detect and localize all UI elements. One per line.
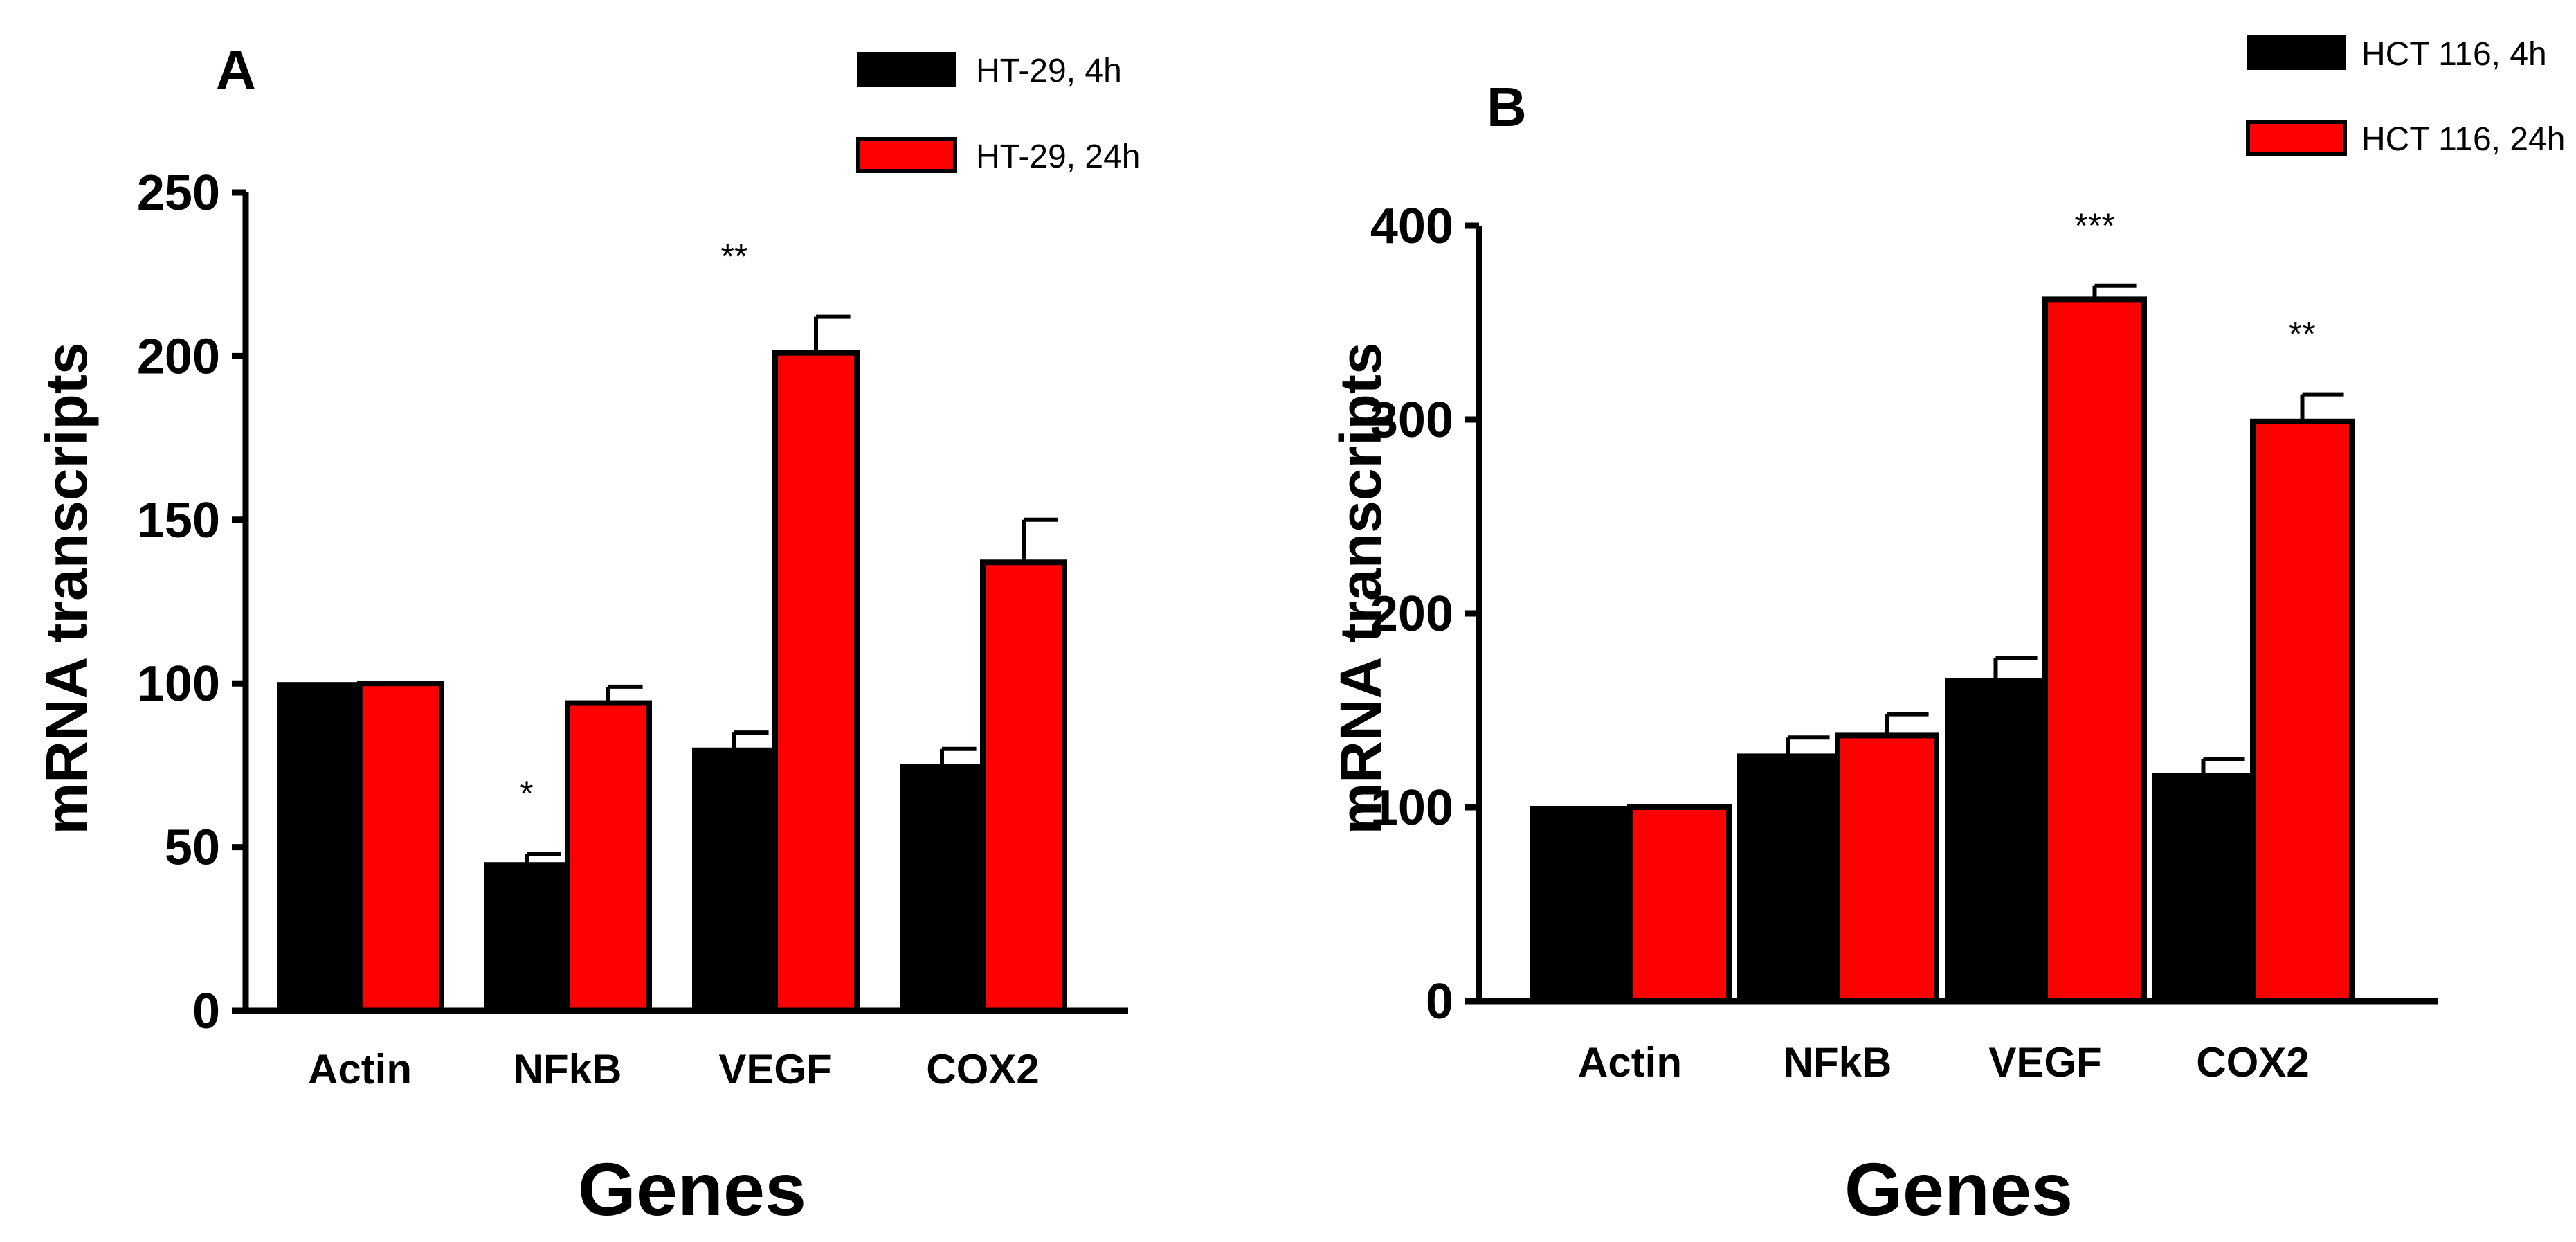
- panel-b-bar-hct-116-4h-nfkb: [1737, 753, 1839, 1003]
- legend-label-hct116-24h: HCT 116, 24h: [2361, 121, 2565, 158]
- panel-a-bar-ht-29-4h-nfkb: [484, 862, 569, 1012]
- panel-b-y-tick-label-400: 400: [1370, 199, 1453, 254]
- legend-label-hct116-4h: HCT 116, 4h: [2361, 36, 2547, 73]
- legend-label-ht29-24h: HT-29, 24h: [976, 138, 1140, 175]
- panel-b-bar-hct-116-24h-nfkb: [1835, 732, 1939, 1005]
- panel-b-x-tick-label-vegf: VEGF: [1988, 1039, 2101, 1086]
- panel-a-bar-ht-29-4h-cox2: [900, 764, 984, 1013]
- panel-a-significance-vegf: **: [721, 237, 748, 276]
- panel-b-y-tick-label-200: 200: [1370, 586, 1453, 642]
- panel-a-bar-ht-29-24h-nfkb: [565, 700, 652, 1014]
- legend-swatch-ht29-24h: [856, 137, 957, 173]
- panel-a-x-tick-label-actin: Actin: [308, 1046, 412, 1092]
- panel-b-bar-hct-116-4h-cox2: [2152, 773, 2254, 1003]
- panel-a-y-tick-label-100: 100: [137, 656, 220, 712]
- legend-swatch-hct116-4h: [2247, 35, 2346, 70]
- panel-a-y-tick-label-0: 0: [192, 984, 220, 1039]
- panel-b-significance-vegf: ***: [2074, 206, 2114, 245]
- panel-b-y-tick-label-100: 100: [1370, 780, 1453, 836]
- panel-a-bar-ht-29-24h-actin: [357, 681, 444, 1014]
- panel-b-bar-hct-116-24h-vegf: [2042, 296, 2147, 1004]
- panel-a-y-tick-label-150: 150: [137, 493, 220, 548]
- panel-b-x-axis-title: Genes: [1844, 1147, 2073, 1231]
- panel-b-bar-hct-116-24h-cox2: [2250, 418, 2355, 1004]
- panel-b-y-tick-label-300: 300: [1370, 393, 1453, 448]
- panel-b-bar-hct-116-24h-actin: [1627, 804, 1732, 1004]
- panel-a-significance-nfkb: *: [520, 774, 533, 813]
- panel-b-significance-cox2: **: [2289, 315, 2316, 354]
- panel-a-legend: HT-29, 4h HT-29, 24h: [856, 52, 1140, 175]
- panel-b-y-axis-title: mRNA transcripts: [1328, 342, 1393, 834]
- panel-label-a: A: [216, 39, 256, 100]
- panel-b-legend: HCT 116, 4h HCT 116, 24h: [2246, 35, 2565, 158]
- panel-b-x-tick-label-actin: Actin: [1578, 1039, 1682, 1086]
- panel-b-x-tick-label-nfkb: NFkB: [1784, 1039, 1892, 1086]
- panel-a-y-tick-label-200: 200: [137, 329, 220, 384]
- legend-swatch-hct116-24h: [2246, 120, 2347, 156]
- panel-b-x-tick-label-cox2: COX2: [2196, 1039, 2309, 1086]
- panel-b-bar-hct-116-4h-actin: [1530, 806, 1631, 1002]
- panel-a-y-axis-ticks: 0 50 100 150 200 250: [137, 165, 246, 1039]
- panel-label-b: B: [1487, 76, 1527, 138]
- legend-label-ht29-4h: HT-29, 4h: [976, 53, 1122, 89]
- panel-b-y-tick-label-0: 0: [1426, 974, 1453, 1029]
- panel-b-bars: Actin NFkB VEGF COX2*****: [1530, 206, 2355, 1086]
- panel-a-x-axis-title: Genes: [578, 1147, 806, 1231]
- panel-a-x-tick-label-vegf: VEGF: [718, 1046, 831, 1092]
- panel-a-bar-ht-29-4h-vegf: [692, 747, 777, 1012]
- panel-a-y-tick-label-250: 250: [137, 165, 220, 221]
- panel-a-x-tick-label-cox2: COX2: [926, 1046, 1039, 1092]
- panel-a-bars: Actin NFkB VEGF COX2***: [277, 237, 1067, 1092]
- panel-a-y-tick-label-50: 50: [165, 820, 220, 876]
- panel-b-bar-hct-116-4h-vegf: [1945, 678, 2047, 1002]
- panel-a-bar-ht-29-24h-vegf: [772, 350, 860, 1014]
- panel-a-bar-ht-29-24h-cox2: [980, 559, 1067, 1014]
- panel-a-bar-ht-29-4h-actin: [277, 682, 361, 1012]
- panel-b-y-axis-ticks: 0 100 200 300 400: [1370, 199, 1479, 1029]
- panel-a-y-axis-title: mRNA transcripts: [34, 342, 99, 834]
- panel-a-x-tick-label-nfkb: NFkB: [514, 1046, 622, 1092]
- legend-swatch-ht29-4h: [857, 52, 956, 87]
